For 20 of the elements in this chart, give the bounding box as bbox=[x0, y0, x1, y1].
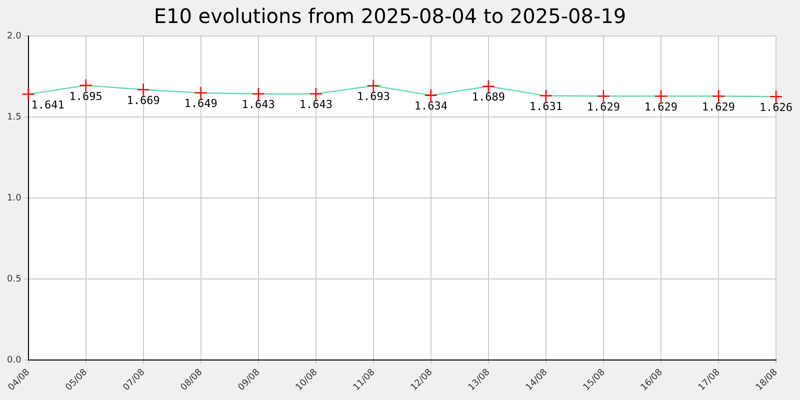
data-label: 1.643 bbox=[299, 98, 332, 112]
y-tick-label: 2.0 bbox=[6, 31, 22, 42]
data-label: 1.631 bbox=[529, 100, 563, 114]
chart-title: E10 evolutions from 2025-08-04 to 2025-08-19 bbox=[154, 4, 626, 28]
data-label: 1.629 bbox=[702, 100, 736, 114]
data-label: 1.626 bbox=[759, 100, 793, 114]
y-tick-label: 0.0 bbox=[6, 355, 22, 366]
data-label: 1.643 bbox=[242, 98, 275, 112]
y-tick-label: 1.0 bbox=[6, 193, 22, 204]
data-label: 1.693 bbox=[356, 90, 390, 104]
y-tick-label: 1.5 bbox=[6, 112, 22, 122]
data-label: 1.649 bbox=[184, 97, 218, 110]
data-label: 1.689 bbox=[472, 90, 505, 104]
data-label: 1.641 bbox=[31, 98, 64, 112]
data-label: 1.629 bbox=[586, 100, 620, 114]
data-label: 1.669 bbox=[126, 94, 160, 107]
data-label: 1.629 bbox=[644, 100, 678, 114]
data-label: 1.634 bbox=[414, 100, 448, 113]
data-label: 1.695 bbox=[69, 90, 102, 103]
y-tick-label: 0.5 bbox=[6, 274, 22, 284]
